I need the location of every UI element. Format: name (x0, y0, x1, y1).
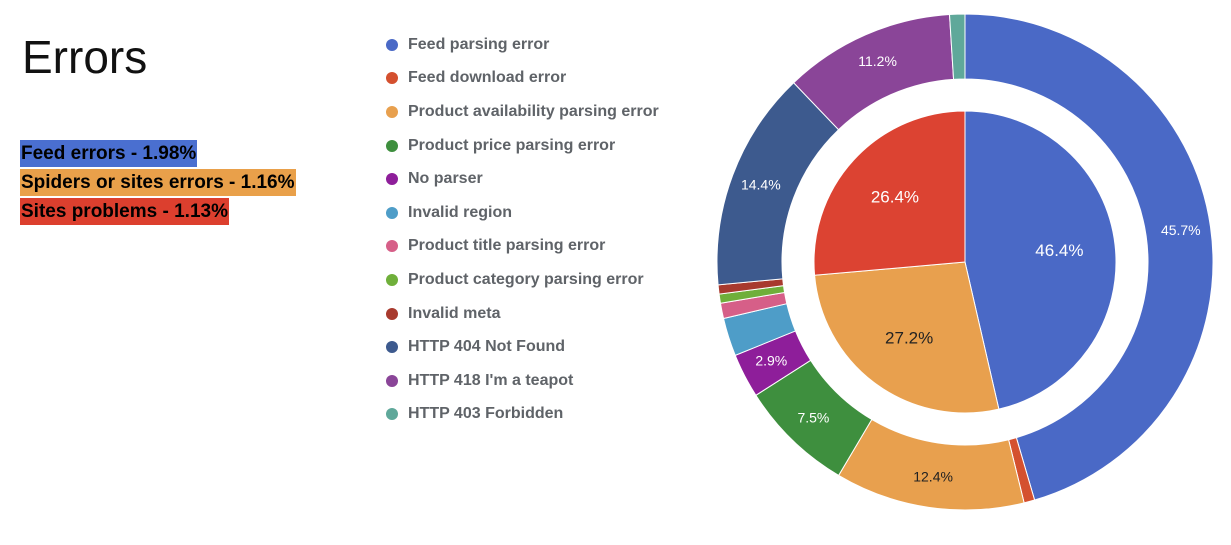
legend-label: Product price parsing error (408, 136, 616, 154)
legend-item[interactable]: Feed parsing error (386, 28, 659, 62)
legend-label: Product title parsing error (408, 237, 606, 255)
legend-label: HTTP 418 I'm a teapot (408, 371, 574, 389)
summary-feed-errors: Feed errors - 1.98% (20, 140, 198, 167)
outer-slice[interactable] (964, 13, 1214, 501)
legend-label: Product availability parsing error (408, 102, 659, 120)
outer-slice-label: 14.4% (741, 176, 781, 192)
legend-label: Product category parsing error (408, 270, 644, 288)
legend-label: No parser (408, 170, 483, 188)
error-summary: Feed errors - 1.98% Spiders or sites err… (20, 140, 296, 227)
legend-swatch (386, 408, 398, 421)
legend-label: Invalid region (408, 203, 513, 221)
legend-item[interactable]: HTTP 404 Not Found (386, 330, 659, 364)
legend-item[interactable]: Invalid region (386, 196, 659, 230)
legend-swatch (386, 206, 398, 219)
legend-item[interactable]: Product title parsing error (386, 230, 659, 264)
inner-slice-label: 26.4% (871, 187, 919, 206)
legend-swatch (386, 240, 398, 253)
inner-slice-label: 27.2% (885, 328, 933, 347)
outer-slice-label: 7.5% (797, 409, 829, 425)
legend-swatch (386, 105, 398, 118)
outer-slice-label: 11.2% (858, 53, 897, 69)
legend-swatch (386, 374, 398, 387)
outer-slice-label: 45.7% (1161, 222, 1201, 238)
outer-slice-label: 12.4% (913, 468, 953, 484)
outer-slice[interactable] (837, 418, 1025, 511)
legend-label: Feed download error (408, 69, 567, 87)
chart-legend: Feed parsing error Feed download error Pro… (386, 28, 659, 431)
summary-sites-problems: Sites problems - 1.13% (20, 198, 229, 225)
legend-item[interactable]: Product category parsing error (386, 263, 659, 297)
legend-swatch (386, 173, 398, 186)
legend-swatch (386, 273, 398, 286)
outer-ring (716, 13, 1214, 511)
legend-item[interactable]: HTTP 418 I'm a teapot (386, 364, 659, 398)
legend-item[interactable]: Invalid meta (386, 297, 659, 331)
legend-swatch (386, 341, 398, 354)
inner-ring (813, 110, 1117, 414)
inner-slice[interactable] (813, 110, 966, 276)
outer-slice-label: 2.9% (755, 353, 787, 369)
inner-slice[interactable] (814, 261, 1000, 414)
legend-item[interactable]: Product availability parsing error (386, 95, 659, 129)
legend-swatch (386, 139, 398, 152)
inner-slice-label: 46.4% (1035, 241, 1083, 260)
outer-slice[interactable] (948, 13, 966, 80)
legend-item[interactable]: Feed download error (386, 62, 659, 96)
legend-item[interactable]: Product price parsing error (386, 129, 659, 163)
legend-swatch (386, 38, 398, 51)
inner-slice[interactable] (964, 110, 1117, 410)
legend-swatch (386, 307, 398, 320)
summary-spiders-errors: Spiders or sites errors - 1.16% (20, 169, 296, 196)
legend-swatch (386, 72, 398, 85)
page-title: Errors (22, 31, 148, 83)
legend-item[interactable]: HTTP 403 Forbidden (386, 398, 659, 432)
legend-label: HTTP 404 Not Found (408, 338, 566, 356)
legend-label: Feed parsing error (408, 35, 550, 53)
legend-label: Invalid meta (408, 304, 501, 322)
legend-label: HTTP 403 Forbidden (408, 405, 564, 423)
slice-labels: 45.7% 12.4% 7.5% 2.9% 14.4% 11.2% 46.4% 27.2% 26… (741, 53, 1201, 484)
legend-item[interactable]: No parser (386, 162, 659, 196)
